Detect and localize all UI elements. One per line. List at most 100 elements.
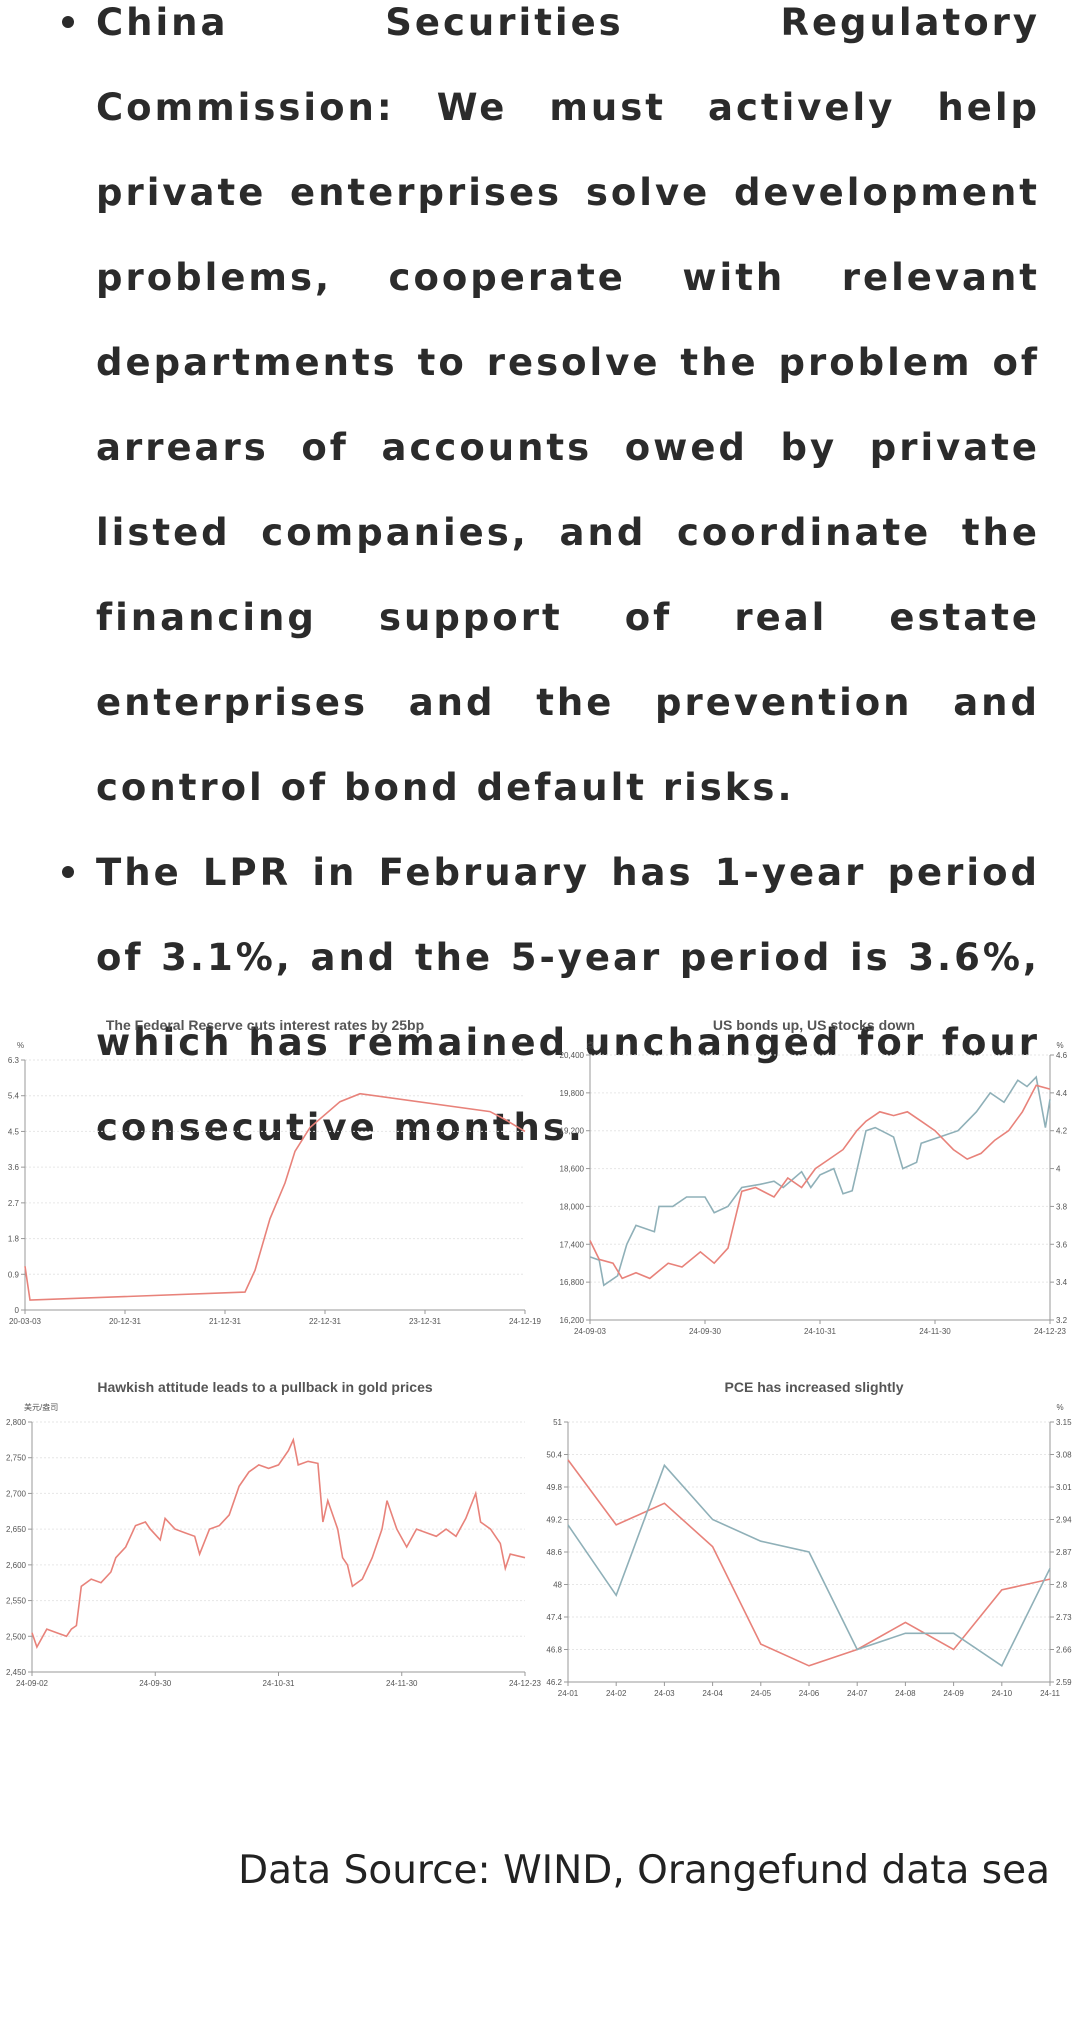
y-tick-label: 19,800 [560,1089,585,1098]
x-tick-label: 22-12-31 [309,1317,342,1326]
y-tick-label-right: 3.15 [1056,1418,1072,1427]
x-tick-label: 24-11-30 [386,1679,418,1688]
y-tick-label-right: 3.8 [1056,1202,1068,1211]
bullet-text: China Securities Regulatory Commission: … [96,1,1040,809]
x-tick-label: 21-12-31 [209,1317,242,1326]
x-tick-label: 24-10-31 [804,1327,837,1336]
series-line-red [24,1092,526,1301]
x-tick-label: 24-08 [895,1689,916,1698]
x-tick-label: 24-07 [847,1689,868,1698]
y-tick-label: 17,400 [560,1240,585,1249]
x-tick-label: 24-01 [558,1689,579,1698]
y-tick-label: 2,450 [6,1668,27,1677]
series-line-red [31,1437,526,1649]
y-tick-label: 2,550 [6,1597,27,1606]
chart-svg: Hawkish attitude leads to a pullback in … [6,1379,542,1688]
chart-title: PCE has increased slightly [725,1379,904,1395]
x-tick-label: 24-09-30 [689,1327,722,1336]
x-tick-label: 24-09-30 [139,1679,172,1688]
y-tick-label: 1.8 [8,1235,20,1244]
chart-svg: The Federal Reserve cuts interest rates … [8,1017,542,1326]
bullet-list: China Securities Regulatory Commission: … [56,0,1040,1170]
series-line-red [589,1084,1051,1280]
y-tick-label: 49.8 [546,1483,562,1492]
bullet-dot [62,866,74,878]
x-tick-label: 24-11-30 [919,1327,951,1336]
y-tick-label-right: 2.66 [1056,1646,1072,1655]
y-tick-label: 6.3 [8,1056,20,1065]
chart-gold-price: Hawkish attitude leads to a pullback in … [0,1372,542,1712]
y-tick-label: 2,700 [6,1489,27,1498]
y-tick-label: 3.6 [8,1163,20,1172]
y-unit-label-right: % [1056,1041,1063,1050]
chart-us-bonds-stocks: US bonds up, US stocks down 点% 16,200 16,80… [548,1010,1080,1350]
x-tick-label: 24-10-31 [262,1679,295,1688]
chart-title: The Federal Reserve cuts interest rates … [106,1017,424,1033]
y-tick-label-right: 2.87 [1056,1548,1072,1557]
x-tick-label: 24-05 [751,1689,772,1698]
chart-title: US bonds up, US stocks down [713,1017,915,1033]
y-tick-label: 46.8 [546,1646,562,1655]
chart-fed-rate: The Federal Reserve cuts interest rates … [0,1010,542,1350]
y-unit-label: 点 [586,1041,594,1050]
series-line-blue [567,1463,1051,1667]
y-tick-label: 2,800 [6,1418,27,1427]
y-tick-label: 0.9 [8,1270,20,1279]
x-tick-label: 20-03-03 [9,1317,42,1326]
x-tick-label: 24-09 [943,1689,964,1698]
y-tick-label-right: 4.6 [1056,1051,1068,1060]
chart-pce: PCE has increased slightly% 46.2 46.8 47.4 4… [546,1372,1080,1712]
y-tick-label-right: 2.94 [1056,1516,1072,1525]
y-tick-label-right: 3.2 [1056,1316,1068,1325]
y-tick-label-right: 3.6 [1056,1240,1068,1249]
y-tick-label: 47.4 [546,1613,562,1622]
chart-title: Hawkish attitude leads to a pullback in … [97,1379,433,1395]
y-tick-label: 49.2 [546,1516,562,1525]
x-tick-label: 24-09-03 [574,1327,607,1336]
x-tick-label: 24-02 [606,1689,627,1698]
y-tick-label-right: 2.8 [1056,1581,1068,1590]
y-tick-label: 0 [15,1306,20,1315]
y-tick-label-right: 3.08 [1056,1451,1072,1460]
y-tick-label: 5.4 [8,1092,20,1101]
y-tick-label: 19,200 [560,1127,585,1136]
y-tick-label: 2,750 [6,1454,27,1463]
y-tick-label-right: 2.73 [1056,1613,1072,1622]
y-tick-label: 16,200 [560,1316,585,1325]
y-tick-label: 20,400 [560,1051,585,1060]
y-tick-label: 2,650 [6,1525,27,1534]
x-tick-label: 20-12-31 [109,1317,142,1326]
bullet-csrc: China Securities Regulatory Commission: … [56,0,1040,830]
bullet-dot [62,16,74,28]
y-tick-label: 48.6 [546,1548,562,1557]
x-tick-label: 24-10 [992,1689,1013,1698]
x-tick-label: 23-12-31 [409,1317,442,1326]
x-tick-label: 24-11 [1040,1689,1060,1698]
y-tick-label-right: 3.4 [1056,1278,1068,1287]
y-tick-label: 2,600 [6,1561,27,1570]
y-tick-label: 18,000 [560,1202,585,1211]
series-line-red [567,1459,1051,1667]
y-unit-label: 美元/盎司 [24,1402,58,1412]
y-tick-label: 50.4 [546,1451,562,1460]
y-tick-label-right: 4.4 [1056,1089,1068,1098]
series-line-blue [589,1075,1051,1287]
chart-svg: US bonds up, US stocks down 点 % 16,200 16,80… [560,1017,1068,1336]
y-tick-label-right: 4.2 [1056,1127,1068,1136]
x-tick-label: 24-03 [654,1689,675,1698]
chart-svg: PCE has increased slightly% 46.2 46.8 47.4 4… [546,1379,1072,1698]
y-tick-label: 4.5 [8,1127,20,1136]
x-tick-label: 24-12-23 [1034,1327,1067,1336]
y-unit-label-right: % [1056,1403,1063,1412]
x-tick-label: 24-12-19 [509,1317,542,1326]
y-unit-label: % [17,1041,24,1050]
data-source-note: Data Source: WIND, Orangefund data sea [238,1848,1050,1893]
y-tick-label: 16,800 [560,1278,585,1287]
y-tick-label-right: 3.01 [1056,1483,1072,1492]
bullet-text: The LPR in February has 1-year period of… [96,851,1040,1149]
y-tick-label: 51 [553,1418,562,1427]
x-tick-label: 24-06 [799,1689,820,1698]
y-tick-label: 2,500 [6,1632,27,1641]
x-tick-label: 24-04 [702,1689,723,1698]
bullet-lpr: The LPR in February has 1-year period of… [56,830,1040,1170]
